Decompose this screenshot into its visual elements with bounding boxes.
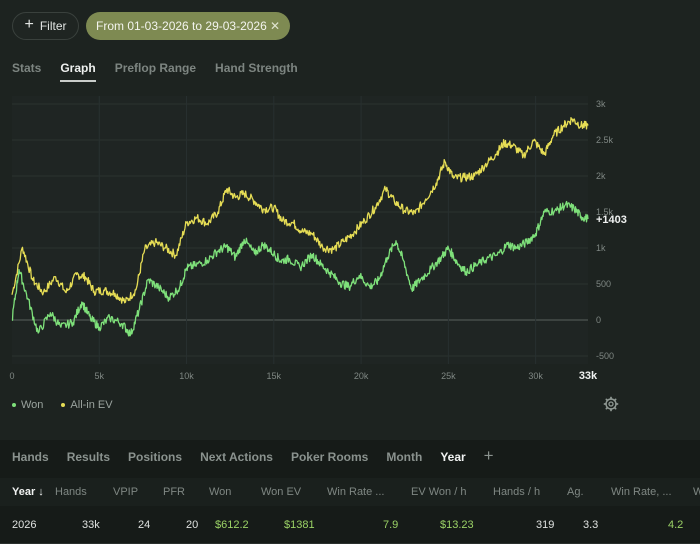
profit-chart: 3k 2.5k 2k 1.5k 1k 500 0 -500 0 5k 10k 15k 20k 25k 30… [0, 92, 700, 392]
gear-icon[interactable] [603, 396, 619, 412]
tab-stats[interactable]: Stats [12, 61, 42, 75]
cell-won-ev: $1381 [284, 519, 315, 531]
x-tick-label: 30k [528, 371, 543, 381]
col-year[interactable]: Year ↓ [12, 486, 44, 498]
report-tabs: Hands Results Positions Next Actions Pok… [12, 446, 494, 465]
cell-ev-won-h: $13.23 [440, 519, 474, 531]
y-tick-label: 2.5k [596, 135, 614, 145]
tab-hand-strength[interactable]: Hand Strength [215, 61, 298, 75]
x-end-label: 33k [579, 370, 598, 382]
y-tick-label: -500 [596, 351, 614, 361]
col-win-rate[interactable]: Win Rate ... [327, 486, 385, 498]
tab-graph[interactable]: Graph [60, 61, 96, 82]
legend-ev-label: All-in EV [70, 399, 113, 411]
cell-vpip: 24 [138, 519, 151, 531]
tab-year[interactable]: Year [440, 449, 466, 464]
y-tick-label: 2k [596, 171, 606, 181]
col-w[interactable]: W [693, 486, 700, 498]
tab-poker-rooms[interactable]: Poker Rooms [290, 449, 369, 464]
legend-won-label: Won [21, 399, 44, 411]
filter-button[interactable]: + Filter [12, 12, 79, 40]
x-tick-label: 5k [95, 371, 105, 381]
col-ev-won-h[interactable]: EV Won / h [411, 486, 467, 498]
end-value-label: +1403 [596, 214, 627, 226]
legend-all-in-ev[interactable]: All-in EV [61, 399, 113, 411]
legend-ev-dot [61, 403, 66, 407]
col-pfr[interactable]: PFR [163, 486, 185, 498]
col-win-rate-2[interactable]: Win Rate, ... [611, 486, 672, 498]
tab-preflop-range[interactable]: Preflop Range [114, 61, 197, 75]
table-row[interactable]: 2026 33k 24 20 $612.2 $1381 7.9 $13.23 3… [0, 506, 700, 544]
close-icon[interactable]: ✕ [269, 19, 280, 33]
cell-pfr: 20 [186, 519, 199, 531]
cell-hands-h: 319 [536, 519, 555, 531]
tab-results[interactable]: Results [66, 449, 111, 464]
cell-win-rate: 7.9 [383, 519, 399, 531]
tab-hands[interactable]: Hands [12, 449, 49, 464]
y-tick-label: 1k [596, 243, 606, 253]
add-tab-icon[interactable]: + [483, 446, 494, 465]
cell-ag: 3.3 [583, 519, 599, 531]
tab-month[interactable]: Month [386, 449, 423, 464]
cell-hands: 33k [82, 519, 100, 531]
col-won[interactable]: Won [209, 486, 232, 498]
report-panel: Hands Results Positions Next Actions Pok… [0, 440, 700, 544]
stats-tabs: Stats Graph Preflop Range Hand Strength [12, 61, 317, 82]
x-tick-label: 20k [354, 371, 369, 381]
series-line-all-in-ev [11, 117, 589, 304]
x-tick-label: 15k [267, 371, 282, 381]
legend-won-dot [12, 403, 16, 407]
date-range-label: From 01-03-2026 to 29-03-2026 [96, 19, 267, 33]
tab-next-actions[interactable]: Next Actions [200, 449, 273, 464]
x-tick-label: 10k [179, 371, 194, 381]
table-header: Year ↓ Hands VPIP PFR Won Won EV Win Rat… [0, 478, 700, 506]
series-line-won [11, 200, 589, 337]
plus-icon: + [24, 16, 34, 33]
chart-svg: 3k 2.5k 2k 1.5k 1k 500 0 -500 0 5k 10k 15k 20k 25k 30… [9, 96, 627, 382]
date-range-chip[interactable]: From 01-03-2026 to 29-03-2026 ✕ [86, 12, 290, 40]
x-tick-label: 0 [9, 371, 14, 381]
col-ag[interactable]: Ag. [567, 486, 584, 498]
cell-year: 2026 [12, 519, 37, 531]
tab-positions[interactable]: Positions [128, 449, 183, 464]
legend-won[interactable]: Won [12, 399, 43, 411]
col-vpip[interactable]: VPIP [113, 486, 139, 498]
cell-won: $612.2 [215, 519, 249, 531]
chart-legend: Won All-in EV [12, 399, 113, 411]
y-tick-label: 500 [596, 279, 611, 289]
col-hands[interactable]: Hands [55, 486, 87, 498]
col-won-ev[interactable]: Won EV [261, 486, 302, 498]
x-tick-label: 25k [441, 371, 456, 381]
filter-label: Filter [39, 19, 67, 33]
y-tick-label: 3k [596, 99, 606, 109]
y-tick-label: 1.5k [596, 207, 614, 217]
y-tick-label: 0 [596, 315, 601, 325]
cell-win-rate-2: 4.2 [668, 519, 684, 531]
col-hands-h[interactable]: Hands / h [493, 486, 541, 498]
